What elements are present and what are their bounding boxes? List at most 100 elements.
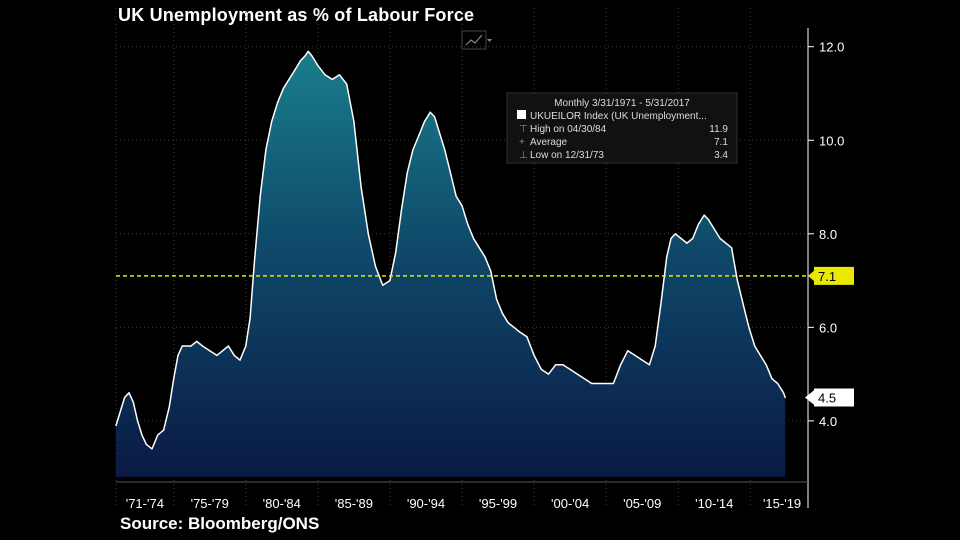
source-note: Source: Bloomberg/ONS <box>120 514 320 533</box>
data-point <box>449 172 452 174</box>
data-point <box>294 69 296 71</box>
data-point <box>703 214 705 216</box>
data-point <box>177 354 179 356</box>
legend-row-value: 3.4 <box>714 150 728 161</box>
data-point <box>317 64 319 66</box>
data-point <box>713 228 715 230</box>
data-point <box>307 50 309 53</box>
legend-row-value: 7.1 <box>714 137 728 148</box>
data-point <box>759 354 762 356</box>
data-point <box>395 251 397 254</box>
data-point <box>547 373 550 375</box>
x-tick-label: '10-'14 <box>695 496 733 511</box>
data-point <box>389 280 391 282</box>
x-tick-label: '71-'74 <box>126 496 164 511</box>
data-point <box>719 237 721 240</box>
data-point <box>168 406 170 408</box>
data-point <box>478 247 480 249</box>
data-point <box>346 83 348 85</box>
data-point <box>288 78 290 80</box>
data-point <box>423 120 426 123</box>
data-point <box>513 326 515 328</box>
average-label-box <box>814 266 854 285</box>
legend-row-icon: ⊤ <box>519 124 528 135</box>
data-point <box>151 448 153 450</box>
x-tick-label: '90-'94 <box>407 496 445 511</box>
data-point <box>331 78 333 80</box>
average-label-pointer <box>808 269 815 282</box>
data-point <box>253 261 255 263</box>
data-point <box>507 322 509 324</box>
data-point <box>190 345 192 347</box>
legend-row-label: Average <box>530 137 568 148</box>
data-point <box>648 364 651 366</box>
legend-row-label: High on 04/30/84 <box>530 124 607 135</box>
data-point <box>736 280 739 282</box>
data-point <box>374 265 377 268</box>
data-point <box>674 233 677 235</box>
data-point <box>707 219 710 221</box>
legend-series-name: UKUEILOR Index (UK Unemployment... <box>530 111 707 122</box>
data-point <box>501 312 503 314</box>
last-value-box <box>814 388 854 407</box>
data-point <box>324 74 326 76</box>
data-point <box>360 186 362 188</box>
data-point <box>132 401 134 403</box>
data-point <box>299 60 302 62</box>
data-point <box>484 256 486 258</box>
legend-box: Monthly 3/31/1971 - 5/31/2017 UKUEILOR I… <box>506 92 738 164</box>
data-point <box>555 364 557 366</box>
data-point <box>670 237 672 240</box>
data-point <box>496 298 498 300</box>
data-point <box>634 354 636 356</box>
data-point <box>304 55 306 57</box>
y-tick-label: 6.0 <box>819 320 837 335</box>
data-point <box>765 364 767 366</box>
data-point <box>382 284 384 286</box>
data-point <box>472 237 475 240</box>
legend-row-label: Low on 12/31/73 <box>530 150 604 161</box>
data-point <box>429 111 431 113</box>
data-point <box>660 303 662 305</box>
x-tick-label: '00-'04 <box>551 496 589 511</box>
data-point <box>697 223 700 225</box>
last-value-label: 4.5 <box>818 390 836 405</box>
last-value-pointer <box>805 389 815 406</box>
data-point <box>569 368 571 370</box>
average-label: 7.1 <box>818 269 836 284</box>
legend-swatch <box>517 110 526 119</box>
data-point <box>209 350 211 352</box>
data-point <box>583 378 586 380</box>
y-tick-label: 12.0 <box>819 40 844 55</box>
data-point <box>196 340 198 342</box>
data-point <box>438 130 440 132</box>
y-tick-label: 10.0 <box>819 133 844 148</box>
data-point <box>526 336 528 338</box>
chart-type-icon[interactable] <box>461 30 492 50</box>
data-point <box>124 396 126 399</box>
data-point <box>265 149 267 151</box>
data-point <box>259 195 261 197</box>
x-tick-label: '95-'99 <box>479 496 517 511</box>
data-point <box>686 242 688 244</box>
data-point <box>418 135 420 137</box>
data-point <box>173 378 175 380</box>
chevron-down-icon[interactable] <box>487 39 492 42</box>
data-point <box>216 354 218 356</box>
legend-header: Monthly 3/31/1971 - 5/31/2017 <box>554 98 690 109</box>
data-point <box>444 149 446 151</box>
x-tick-label: '05-'09 <box>623 496 661 511</box>
data-point <box>598 382 600 385</box>
data-point <box>227 345 229 347</box>
data-point <box>692 237 694 240</box>
data-point <box>591 382 593 385</box>
data-point <box>233 354 235 356</box>
data-point <box>282 88 284 90</box>
data-point <box>186 345 188 347</box>
chart-title: UK Unemployment as % of Labour Force <box>118 5 475 25</box>
data-point <box>576 373 578 375</box>
data-point <box>181 345 183 347</box>
data-point <box>519 331 521 333</box>
y-tick-label: 8.0 <box>819 227 837 242</box>
data-point <box>115 425 117 427</box>
